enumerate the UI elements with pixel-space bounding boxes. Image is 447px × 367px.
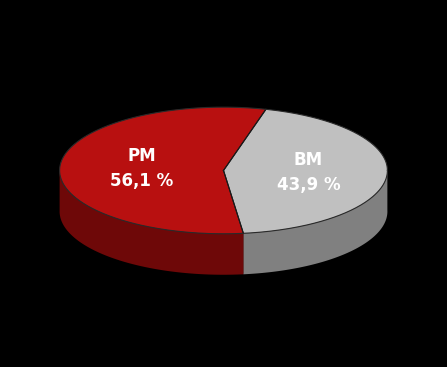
Polygon shape — [224, 170, 243, 274]
Polygon shape — [243, 169, 388, 274]
Text: PM
56,1 %: PM 56,1 % — [110, 147, 173, 190]
Polygon shape — [59, 170, 243, 275]
Polygon shape — [224, 109, 388, 233]
Text: BM
43,9 %: BM 43,9 % — [277, 151, 340, 194]
Polygon shape — [59, 107, 266, 234]
